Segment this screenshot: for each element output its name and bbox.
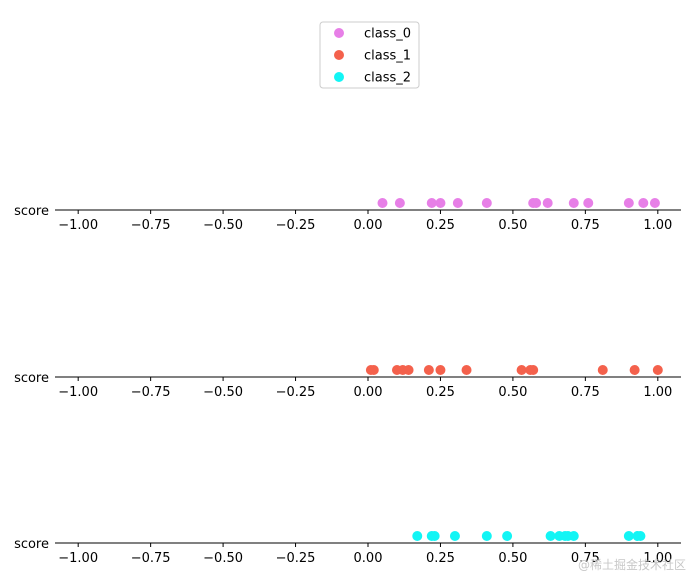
- x-tick-label: 0.50: [498, 218, 527, 233]
- x-tick-label: 0.50: [498, 385, 527, 400]
- legend-marker-class-1: [334, 50, 344, 60]
- data-point-class_0: [568, 198, 579, 208]
- data-point-class_0: [426, 198, 437, 208]
- x-tick-label: 1.00: [643, 551, 672, 566]
- legend: class_0 class_1 class_2: [319, 21, 420, 89]
- data-point-class_0: [583, 198, 594, 208]
- y-axis-label: score: [14, 537, 49, 552]
- data-point-class_1: [652, 365, 663, 375]
- data-point-class_0: [542, 198, 553, 208]
- x-tick-label: 1.00: [643, 218, 672, 233]
- data-point-class_0: [623, 198, 634, 208]
- x-tick-label: 0.25: [426, 385, 455, 400]
- panel-2: score −1.00 −0.75 −0.50 −0.25 0.00 0.25 0.50 0.7…: [14, 531, 681, 566]
- legend-label-class-2: class_2: [364, 71, 411, 86]
- x-tick-label: 0.00: [354, 551, 383, 566]
- data-point-class_1: [516, 365, 527, 375]
- data-point-class_0: [452, 198, 463, 208]
- x-tick-label: −1.00: [58, 551, 98, 566]
- data-point-class_2: [568, 531, 579, 541]
- x-tick-label: −1.00: [58, 218, 98, 233]
- x-tick-label: −0.75: [131, 385, 171, 400]
- x-tick-label: −0.25: [276, 385, 316, 400]
- data-point-class_1: [368, 365, 379, 375]
- data-point-class_1: [403, 365, 414, 375]
- panel-0: score −1.00 −0.75 −0.50 −0.25 0.00 0.25 0.50 0.7…: [14, 198, 681, 233]
- data-point-class_1: [528, 365, 539, 375]
- x-tick-label: −1.00: [58, 385, 98, 400]
- data-point-class_2: [623, 531, 634, 541]
- data-point-class_2: [429, 531, 440, 541]
- data-point-class_0: [481, 198, 492, 208]
- y-axis-label: score: [14, 371, 49, 386]
- data-point-class_2: [502, 531, 513, 541]
- data-point-class_1: [597, 365, 608, 375]
- data-point-class_0: [377, 198, 388, 208]
- x-tick-label: 0.25: [426, 218, 455, 233]
- data-point-class_1: [629, 365, 640, 375]
- data-point-class_0: [435, 198, 446, 208]
- x-tick-label: −0.25: [276, 218, 316, 233]
- panel-1: score −1.00 −0.75 −0.50 −0.25 0.00 0.25 0.50 0.7…: [14, 365, 681, 400]
- data-point-class_0: [394, 198, 405, 208]
- x-tick-label: 0.50: [498, 551, 527, 566]
- x-tick-label: −0.75: [131, 551, 171, 566]
- data-point-class_2: [635, 531, 646, 541]
- y-axis-label: score: [14, 204, 49, 219]
- data-point-class_2: [449, 531, 460, 541]
- x-tick-label: 0.00: [354, 385, 383, 400]
- data-point-class_1: [435, 365, 446, 375]
- x-tick-label: −0.50: [203, 218, 243, 233]
- x-tick-label: 1.00: [643, 385, 672, 400]
- data-point-class_0: [638, 198, 649, 208]
- legend-frame: [319, 21, 420, 89]
- panels: score −1.00 −0.75 −0.50 −0.25 0.00 0.25 0.50 0.7…: [14, 198, 681, 566]
- data-point-class_2: [412, 531, 423, 541]
- data-point-class_1: [461, 365, 472, 375]
- watermark-text: @稀土掘金技术社区: [577, 558, 686, 572]
- x-tick-label: −0.75: [131, 218, 171, 233]
- legend-marker-class-0: [334, 28, 344, 38]
- data-point-class_2: [545, 531, 556, 541]
- data-point-class_0: [649, 198, 660, 208]
- x-tick-label: −0.50: [203, 385, 243, 400]
- legend-label-class-1: class_1: [364, 49, 411, 64]
- legend-marker-class-2: [334, 72, 344, 82]
- x-tick-label: 0.25: [426, 551, 455, 566]
- x-tick-label: 0.75: [571, 218, 600, 233]
- data-point-class_0: [531, 198, 542, 208]
- x-tick-label: 0.75: [571, 551, 600, 566]
- x-tick-label: −0.25: [276, 551, 316, 566]
- x-tick-label: −0.50: [203, 551, 243, 566]
- x-tick-label: 0.00: [354, 218, 383, 233]
- legend-label-class-0: class_0: [364, 27, 411, 42]
- data-point-class_2: [481, 531, 492, 541]
- data-point-class_1: [423, 365, 434, 375]
- x-tick-label: 0.75: [571, 385, 600, 400]
